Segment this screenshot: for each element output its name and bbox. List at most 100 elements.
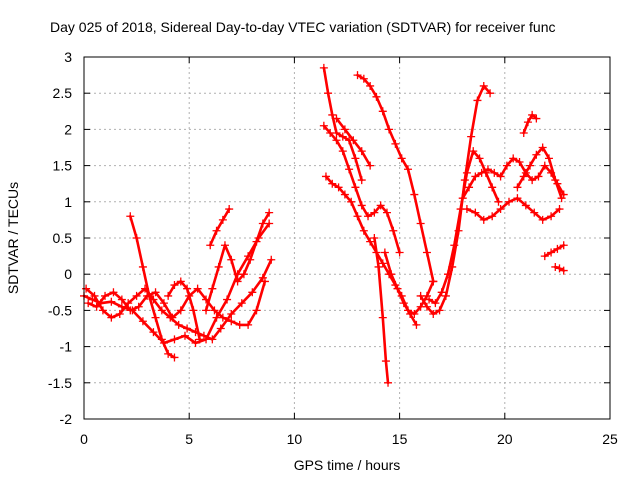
data-point [384,378,393,387]
data-point [176,306,185,315]
data-point [519,129,528,138]
series-line [383,251,418,327]
data-point [366,161,375,170]
data-point [437,288,446,297]
data-point [422,302,431,311]
data-point [164,349,173,358]
data-point [412,320,421,329]
data-point [246,255,255,264]
y-tick-label: -1.5 [48,375,72,391]
chart-title: Day 025 of 2018, Sidereal Day-to-day VTE… [50,19,556,35]
data-point [248,288,257,297]
data-point [429,277,438,286]
y-tick-label: -2 [60,411,73,427]
data-point [521,201,530,210]
data-point [479,81,488,90]
data-point [399,299,408,308]
data-point [523,118,532,127]
data-point [189,306,198,315]
y-axis-label: SDTVAR / TECUs [5,182,21,294]
data-point [393,284,402,293]
data-point [443,270,452,279]
data-point [471,172,480,181]
data-point [515,157,524,166]
data-point [458,194,467,203]
series-track-19 [513,143,566,203]
data-point [218,313,227,322]
data-point [496,172,505,181]
data-point [555,264,564,273]
data-point [138,317,147,326]
data-point [490,168,499,177]
data-point [391,139,400,148]
data-point [450,241,459,250]
data-point [151,313,160,322]
series-track-03 [84,277,269,329]
series-track-05 [164,277,204,344]
data-point [357,176,366,185]
data-point [265,208,274,217]
data-point [359,74,368,83]
series-track-14 [380,248,421,329]
data-point [353,212,362,221]
data-point [332,136,341,145]
data-point [528,110,537,119]
data-point [513,194,522,203]
x-axis-label: GPS time / hours [294,457,401,473]
data-point [321,172,330,181]
y-tick-label: -0.5 [48,302,72,318]
data-point [532,114,541,123]
series-line [86,280,267,327]
data-point [159,299,168,308]
series-track-06 [202,208,274,315]
x-tick-label: 25 [602,431,618,447]
data-point [467,132,476,141]
series-track-18 [462,194,564,224]
series-line [84,258,273,341]
data-point [347,197,356,206]
series-track-20 [519,110,541,138]
data-point [319,121,328,130]
data-point [488,183,497,192]
data-point [378,259,387,268]
data-point [223,295,232,304]
data-point [328,179,337,188]
data-point [496,205,505,214]
data-point [374,262,383,271]
data-point [170,281,179,290]
x-tick-label: 0 [80,431,88,447]
data-point [538,215,547,224]
data-point [486,89,495,98]
y-tick-label: -1 [60,339,73,355]
data-point [462,205,471,214]
data-point [465,183,474,192]
data-point [462,168,471,177]
data-point [157,335,166,344]
data-point [252,306,261,315]
data-point [475,154,484,163]
data-point [534,172,543,181]
data-point [227,317,236,326]
data-point [505,197,514,206]
data-point [351,154,360,163]
data-point [380,248,389,257]
data-point [376,201,385,210]
data-point [364,212,373,221]
data-point [260,277,269,286]
data-point [319,63,328,72]
data-point [195,335,204,344]
y-tick-label: 3 [64,49,72,65]
data-point [84,299,93,308]
data-point [199,331,208,340]
data-point [473,96,482,105]
data-point [117,295,126,304]
y-tick-label: 1 [64,194,72,210]
series-track-08 [319,63,366,185]
y-tick-label: 1.5 [53,158,73,174]
data-point [513,183,522,192]
data-point [107,313,116,322]
data-point [532,150,541,159]
series-line [543,243,566,258]
data-point [340,190,349,199]
data-point [538,143,547,152]
